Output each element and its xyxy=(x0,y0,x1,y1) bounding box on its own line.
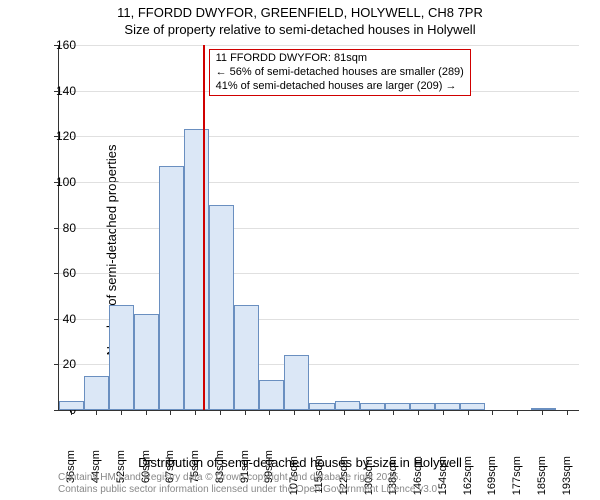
bar xyxy=(134,314,159,410)
x-tick-mark xyxy=(418,410,419,415)
x-tick-mark xyxy=(344,410,345,415)
bar xyxy=(385,403,410,410)
footer-line-1: Contains HM Land Registry data © Crown c… xyxy=(58,472,440,484)
histogram-bars xyxy=(59,45,579,410)
chart-container: 11, FFORDD DWYFOR, GREENFIELD, HOLYWELL,… xyxy=(0,0,600,500)
x-tick-mark xyxy=(542,410,543,415)
footer-line-2: Contains public sector information licen… xyxy=(58,484,440,496)
bar xyxy=(59,401,84,410)
reference-line xyxy=(203,45,205,410)
plot-area: 36sqm44sqm52sqm60sqm67sqm75sqm83sqm91sqm… xyxy=(58,45,579,411)
x-tick-mark xyxy=(443,410,444,415)
x-tick-mark xyxy=(492,410,493,415)
title-line-1: 11, FFORDD DWYFOR, GREENFIELD, HOLYWELL,… xyxy=(0,5,600,22)
annotation-line-1: 11 FFORDD DWYFOR: 81sqm xyxy=(216,52,464,66)
bar xyxy=(531,408,556,410)
x-tick-mark xyxy=(195,410,196,415)
x-tick-mark xyxy=(245,410,246,415)
bar xyxy=(410,403,435,410)
annotation-line-2: ← 56% of semi-detached houses are smalle… xyxy=(216,66,464,80)
bar xyxy=(360,403,385,410)
bar xyxy=(335,401,360,410)
x-tick-mark xyxy=(369,410,370,415)
bar xyxy=(309,403,334,410)
bar xyxy=(435,403,460,410)
bar xyxy=(460,403,485,410)
x-tick-mark xyxy=(567,410,568,415)
bar xyxy=(209,205,234,410)
x-tick-mark xyxy=(294,410,295,415)
x-tick-mark xyxy=(468,410,469,415)
annotation-line-3: 41% of semi-detached houses are larger (… xyxy=(216,80,464,94)
title-line-2: Size of property relative to semi-detach… xyxy=(0,22,600,39)
bar xyxy=(284,355,309,410)
x-tick-mark xyxy=(96,410,97,415)
bar xyxy=(159,166,184,410)
bar xyxy=(234,305,259,410)
x-tick-mark xyxy=(269,410,270,415)
bar xyxy=(109,305,134,410)
footer: Contains HM Land Registry data © Crown c… xyxy=(58,472,440,496)
x-tick-mark xyxy=(319,410,320,415)
x-tick-mark xyxy=(170,410,171,415)
x-axis-label: Distribution of semi-detached houses by … xyxy=(0,455,600,470)
bar xyxy=(84,376,109,410)
x-tick-mark xyxy=(517,410,518,415)
x-tick-mark xyxy=(146,410,147,415)
x-tick-mark xyxy=(393,410,394,415)
bar xyxy=(259,380,284,410)
chart-title: 11, FFORDD DWYFOR, GREENFIELD, HOLYWELL,… xyxy=(0,5,600,39)
x-tick-mark xyxy=(220,410,221,415)
annotation-box: 11 FFORDD DWYFOR: 81sqm ← 56% of semi-de… xyxy=(209,49,471,96)
bar xyxy=(184,129,209,410)
x-tick-mark xyxy=(121,410,122,415)
